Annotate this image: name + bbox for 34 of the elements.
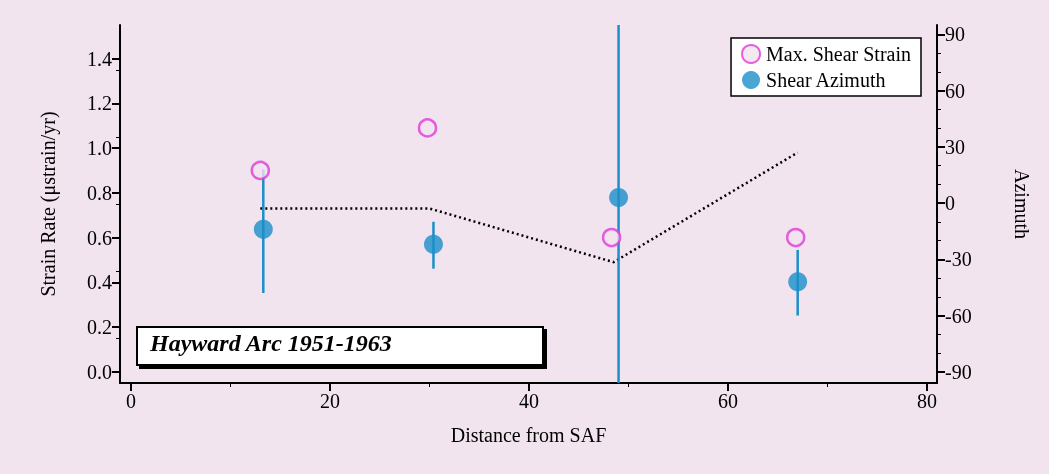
legend-label: Max. Shear Strain xyxy=(766,43,912,65)
y2-axis-title: Azimuth xyxy=(1011,169,1033,239)
y2-tick-label: -60 xyxy=(945,304,972,327)
y-tick-label: 1.4 xyxy=(87,47,112,70)
y2-tick-label: -90 xyxy=(945,360,972,383)
x-tick-label: 20 xyxy=(319,390,340,412)
y-axis-title: Strain Rate (μstrain/yr) xyxy=(37,111,60,297)
point xyxy=(250,160,271,181)
y2-tick-label: -30 xyxy=(945,248,972,271)
point xyxy=(601,227,622,248)
x-tick-label: 60 xyxy=(718,390,739,412)
point xyxy=(785,227,806,248)
annotation: Hayward Arc 1951-1963 xyxy=(150,330,392,357)
point xyxy=(417,118,438,138)
y2-tick-label: 60 xyxy=(945,79,965,102)
y-tick-label: 0.6 xyxy=(87,226,112,249)
legend-label: Shear Azimuth xyxy=(766,69,886,91)
point xyxy=(609,187,629,207)
y-tick-label: 0.4 xyxy=(87,271,112,294)
y-tick-label: 0.0 xyxy=(87,360,112,383)
point xyxy=(423,234,443,254)
x-axis-title: Distance from SAF xyxy=(450,424,607,446)
y-tick-label: 0.2 xyxy=(87,316,112,339)
y2-tick-label: 90 xyxy=(945,23,965,46)
y-tick-label: 0.8 xyxy=(87,181,112,204)
x-tick-label: 0 xyxy=(125,390,136,412)
y-tick-label: 1.2 xyxy=(87,92,112,115)
y2-tick-label: 0 xyxy=(945,192,955,215)
y2-tick-label: 30 xyxy=(945,135,965,158)
point xyxy=(253,219,273,239)
y-tick-label: 1.0 xyxy=(87,137,112,160)
x-tick-label: 80 xyxy=(917,390,938,412)
x-tick-label: 40 xyxy=(519,390,539,412)
point xyxy=(788,272,808,292)
